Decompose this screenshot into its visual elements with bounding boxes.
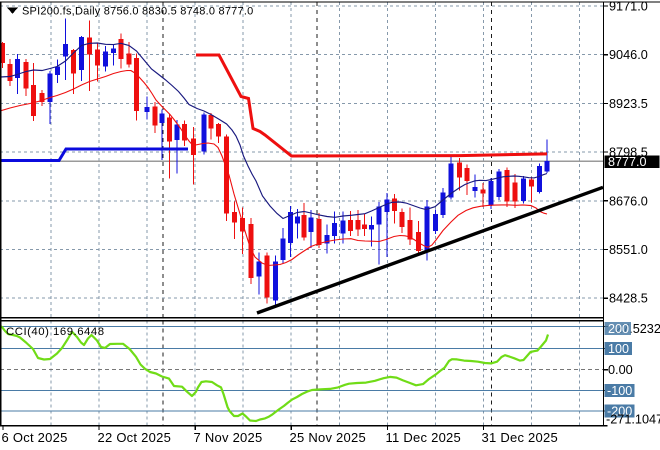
svg-text:100: 100 — [608, 342, 629, 356]
svg-text:8923.5: 8923.5 — [609, 97, 648, 111]
svg-text:8676.0: 8676.0 — [609, 194, 648, 208]
svg-text:11 Dec 2025: 11 Dec 2025 — [386, 430, 462, 445]
svg-text:0.00: 0.00 — [608, 363, 633, 377]
svg-text:31 Dec 2025: 31 Dec 2025 — [482, 430, 558, 445]
svg-text:7 Nov 2025: 7 Nov 2025 — [194, 430, 263, 445]
svg-text:22 Oct 2025: 22 Oct 2025 — [98, 430, 172, 445]
svg-text:25 Nov 2025: 25 Nov 2025 — [290, 430, 366, 445]
svg-text:9171.0: 9171.0 — [609, 0, 648, 14]
svg-text:8777.0: 8777.0 — [608, 155, 647, 169]
svg-text:-271.1047: -271.1047 — [606, 413, 660, 427]
svg-text:8551.0: 8551.0 — [609, 243, 648, 257]
svg-text:200: 200 — [608, 322, 629, 336]
svg-text:8428.5: 8428.5 — [609, 292, 648, 306]
svg-text:CCI(40) 169.6448: CCI(40) 169.6448 — [6, 326, 105, 338]
svg-text:-200: -200 — [607, 405, 632, 419]
svg-text:-100: -100 — [607, 384, 632, 398]
svg-text:9046.0: 9046.0 — [609, 48, 648, 62]
svg-text:SPI200.fs,Daily 8756.0 8830.5: SPI200.fs,Daily 8756.0 8830.5 8748.0 877… — [22, 6, 253, 18]
svg-text:6 Oct 2025: 6 Oct 2025 — [2, 430, 68, 445]
